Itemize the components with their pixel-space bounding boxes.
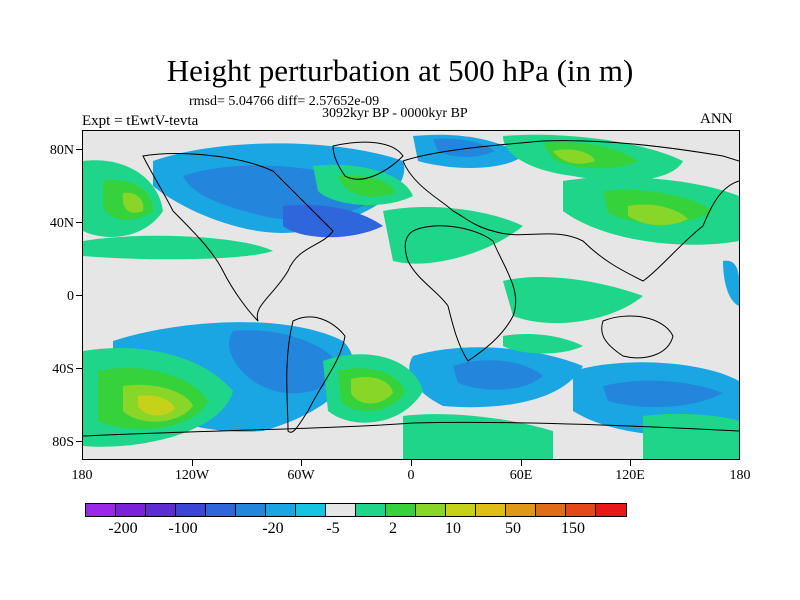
anomaly-region — [553, 149, 595, 164]
lat-label-equator: 0 — [67, 289, 74, 304]
colorbar-swatch — [476, 504, 506, 516]
coastlines — [83, 140, 739, 437]
anomaly-region — [403, 414, 553, 459]
lon-tick — [630, 460, 631, 466]
lat-tick — [76, 222, 82, 223]
lon-label-180w: 180 — [71, 468, 93, 483]
colorbar-label: -200 — [108, 520, 138, 537]
map-panel — [82, 130, 740, 460]
anomaly-region — [543, 142, 638, 169]
lat-label-40n: 40N — [49, 216, 74, 231]
positive-anomaly-regions — [83, 134, 739, 459]
anomaly-region — [138, 395, 175, 416]
colorbar-label: 50 — [505, 520, 521, 537]
colorbar-label: 10 — [445, 520, 461, 537]
colorbar-label: -20 — [262, 520, 284, 537]
anomaly-region — [383, 206, 523, 264]
colorbar-swatch — [296, 504, 326, 516]
colorbar-swatch — [386, 504, 416, 516]
plot-title: Height perturbation at 500 hPa (in m) — [166, 53, 634, 88]
coastline-greenland — [332, 141, 404, 180]
lat-tick — [76, 295, 82, 296]
lon-label-180e: 180 — [729, 468, 751, 483]
season-label: ANN — [700, 111, 733, 127]
lon-label-120w: 120W — [174, 468, 210, 483]
coastline-antarctica — [83, 421, 739, 437]
anomaly-region — [433, 138, 495, 157]
anomaly-region — [503, 334, 583, 354]
anomaly-region — [503, 276, 643, 324]
anomaly-region — [603, 380, 723, 408]
colorbar-swatch — [236, 504, 266, 516]
anomaly-region — [83, 235, 273, 260]
anomaly-region — [229, 330, 343, 394]
anomaly-region — [643, 413, 739, 459]
lon-label-0: 0 — [407, 468, 415, 483]
colorbar-label: 150 — [561, 520, 585, 537]
lon-tick — [411, 460, 412, 466]
lon-tick — [521, 460, 522, 466]
colorbar-swatch — [326, 504, 356, 516]
lon-label-120e: 120E — [615, 468, 645, 483]
lat-tick — [76, 368, 82, 369]
colorbar-swatch — [266, 504, 296, 516]
colorbar-swatch — [596, 504, 626, 516]
anomaly-region — [453, 360, 543, 390]
colorbar-label: -5 — [326, 520, 340, 537]
coastline-australia — [601, 315, 674, 359]
colorbar — [85, 503, 627, 517]
colorbar-swatch — [116, 504, 146, 516]
coastline-europe-asia — [402, 140, 739, 282]
colorbar-swatch — [566, 504, 596, 516]
height-anomaly-field — [83, 134, 739, 459]
anomaly-region — [628, 204, 688, 226]
lat-tick — [76, 149, 82, 150]
experiment-label: Expt = tEwtV-tevta — [82, 113, 199, 129]
lon-label-60e: 60E — [509, 468, 533, 483]
colorbar-swatch — [536, 504, 566, 516]
coastline-africa — [404, 225, 517, 362]
colorbar-label: -100 — [168, 520, 198, 537]
lat-label-80n: 80N — [49, 143, 74, 158]
lat-label-80s: 80S — [52, 435, 74, 450]
colorbar-swatch — [86, 504, 116, 516]
coastline-south-america — [286, 316, 346, 433]
colorbar-label: 2 — [389, 520, 397, 537]
lon-label-60w: 60W — [287, 468, 315, 483]
anomaly-region — [351, 376, 393, 404]
lon-tick — [301, 460, 302, 466]
colorbar-swatch — [416, 504, 446, 516]
colorbar-swatch — [146, 504, 176, 516]
stats-line: rmsd= 5.04766 diff= 2.57652e-09 — [189, 94, 380, 109]
colorbar-swatch — [356, 504, 386, 516]
colorbar-swatch — [446, 504, 476, 516]
colorbar-swatch — [206, 504, 236, 516]
lat-label-40s: 40S — [52, 362, 74, 377]
lat-tick — [76, 441, 82, 442]
anomaly-region — [283, 204, 383, 238]
anomaly-region — [723, 260, 739, 306]
colorbar-swatch — [176, 504, 206, 516]
lon-tick — [192, 460, 193, 466]
period-label: 3092kyr BP - 0000kyr BP — [322, 106, 468, 121]
anomaly-region — [122, 192, 144, 213]
anomaly-region — [338, 175, 395, 197]
colorbar-swatch — [506, 504, 536, 516]
coastline-north-america — [142, 153, 334, 322]
